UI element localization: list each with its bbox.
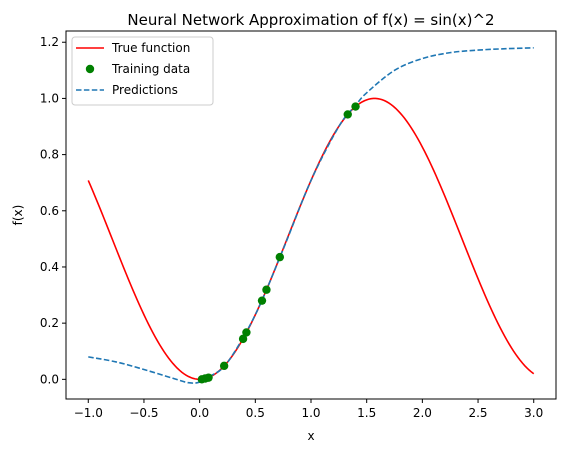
- training-data-point: [204, 373, 213, 382]
- predictions-line: [88, 47, 534, 384]
- x-tick-label: 0.5: [246, 406, 265, 420]
- y-tick-label: 0.6: [40, 204, 59, 218]
- legend-box: [71, 36, 214, 106]
- x-tick-label: 0.0: [190, 406, 209, 420]
- x-tick-label: −0.5: [129, 406, 158, 420]
- true-function-line: [87, 97, 535, 381]
- x-axis-ticks: −1.0 −0.5 0.0 0.5 1.0 1.5 2.0 2.5 3.0: [74, 399, 543, 420]
- training-data-point: [343, 110, 352, 119]
- y-axis-ticks: 0.0 0.2 0.4 0.6 0.8 1.0 1.2: [40, 35, 66, 386]
- y-axis-label: f(x): [11, 205, 25, 226]
- y-tick-label: 1.0: [40, 91, 59, 105]
- legend-label: True function: [111, 41, 190, 55]
- x-tick-label: 1.0: [301, 406, 320, 420]
- training-data-point: [275, 252, 285, 262]
- x-tick-label: 2.0: [413, 406, 432, 420]
- chart-title: Neural Network Approximation of f(x) = s…: [127, 11, 494, 29]
- y-tick-label: 0.2: [40, 316, 59, 330]
- series-layer: [87, 47, 535, 384]
- training-data-point: [262, 285, 271, 294]
- training-data-point: [242, 328, 251, 337]
- training-data-point: [238, 334, 248, 344]
- legend-marker-training-data: [85, 64, 95, 74]
- x-tick-label: −1.0: [74, 406, 103, 420]
- x-axis-label: x: [307, 429, 314, 443]
- y-tick-label: 0.8: [40, 148, 59, 162]
- training-data-point: [219, 361, 229, 371]
- y-tick-label: 0.4: [40, 260, 59, 274]
- y-tick-label: 1.2: [40, 35, 59, 49]
- training-data-point: [351, 102, 360, 111]
- x-tick-label: 1.5: [357, 406, 376, 420]
- legend: True function Training data Predictions: [71, 36, 214, 106]
- x-tick-label: 3.0: [524, 406, 543, 420]
- x-tick-label: 2.5: [468, 406, 487, 420]
- legend-label: Training data: [111, 62, 190, 76]
- legend-label: Predictions: [112, 83, 178, 97]
- training-data-point: [257, 296, 267, 305]
- y-tick-label: 0.0: [40, 372, 59, 386]
